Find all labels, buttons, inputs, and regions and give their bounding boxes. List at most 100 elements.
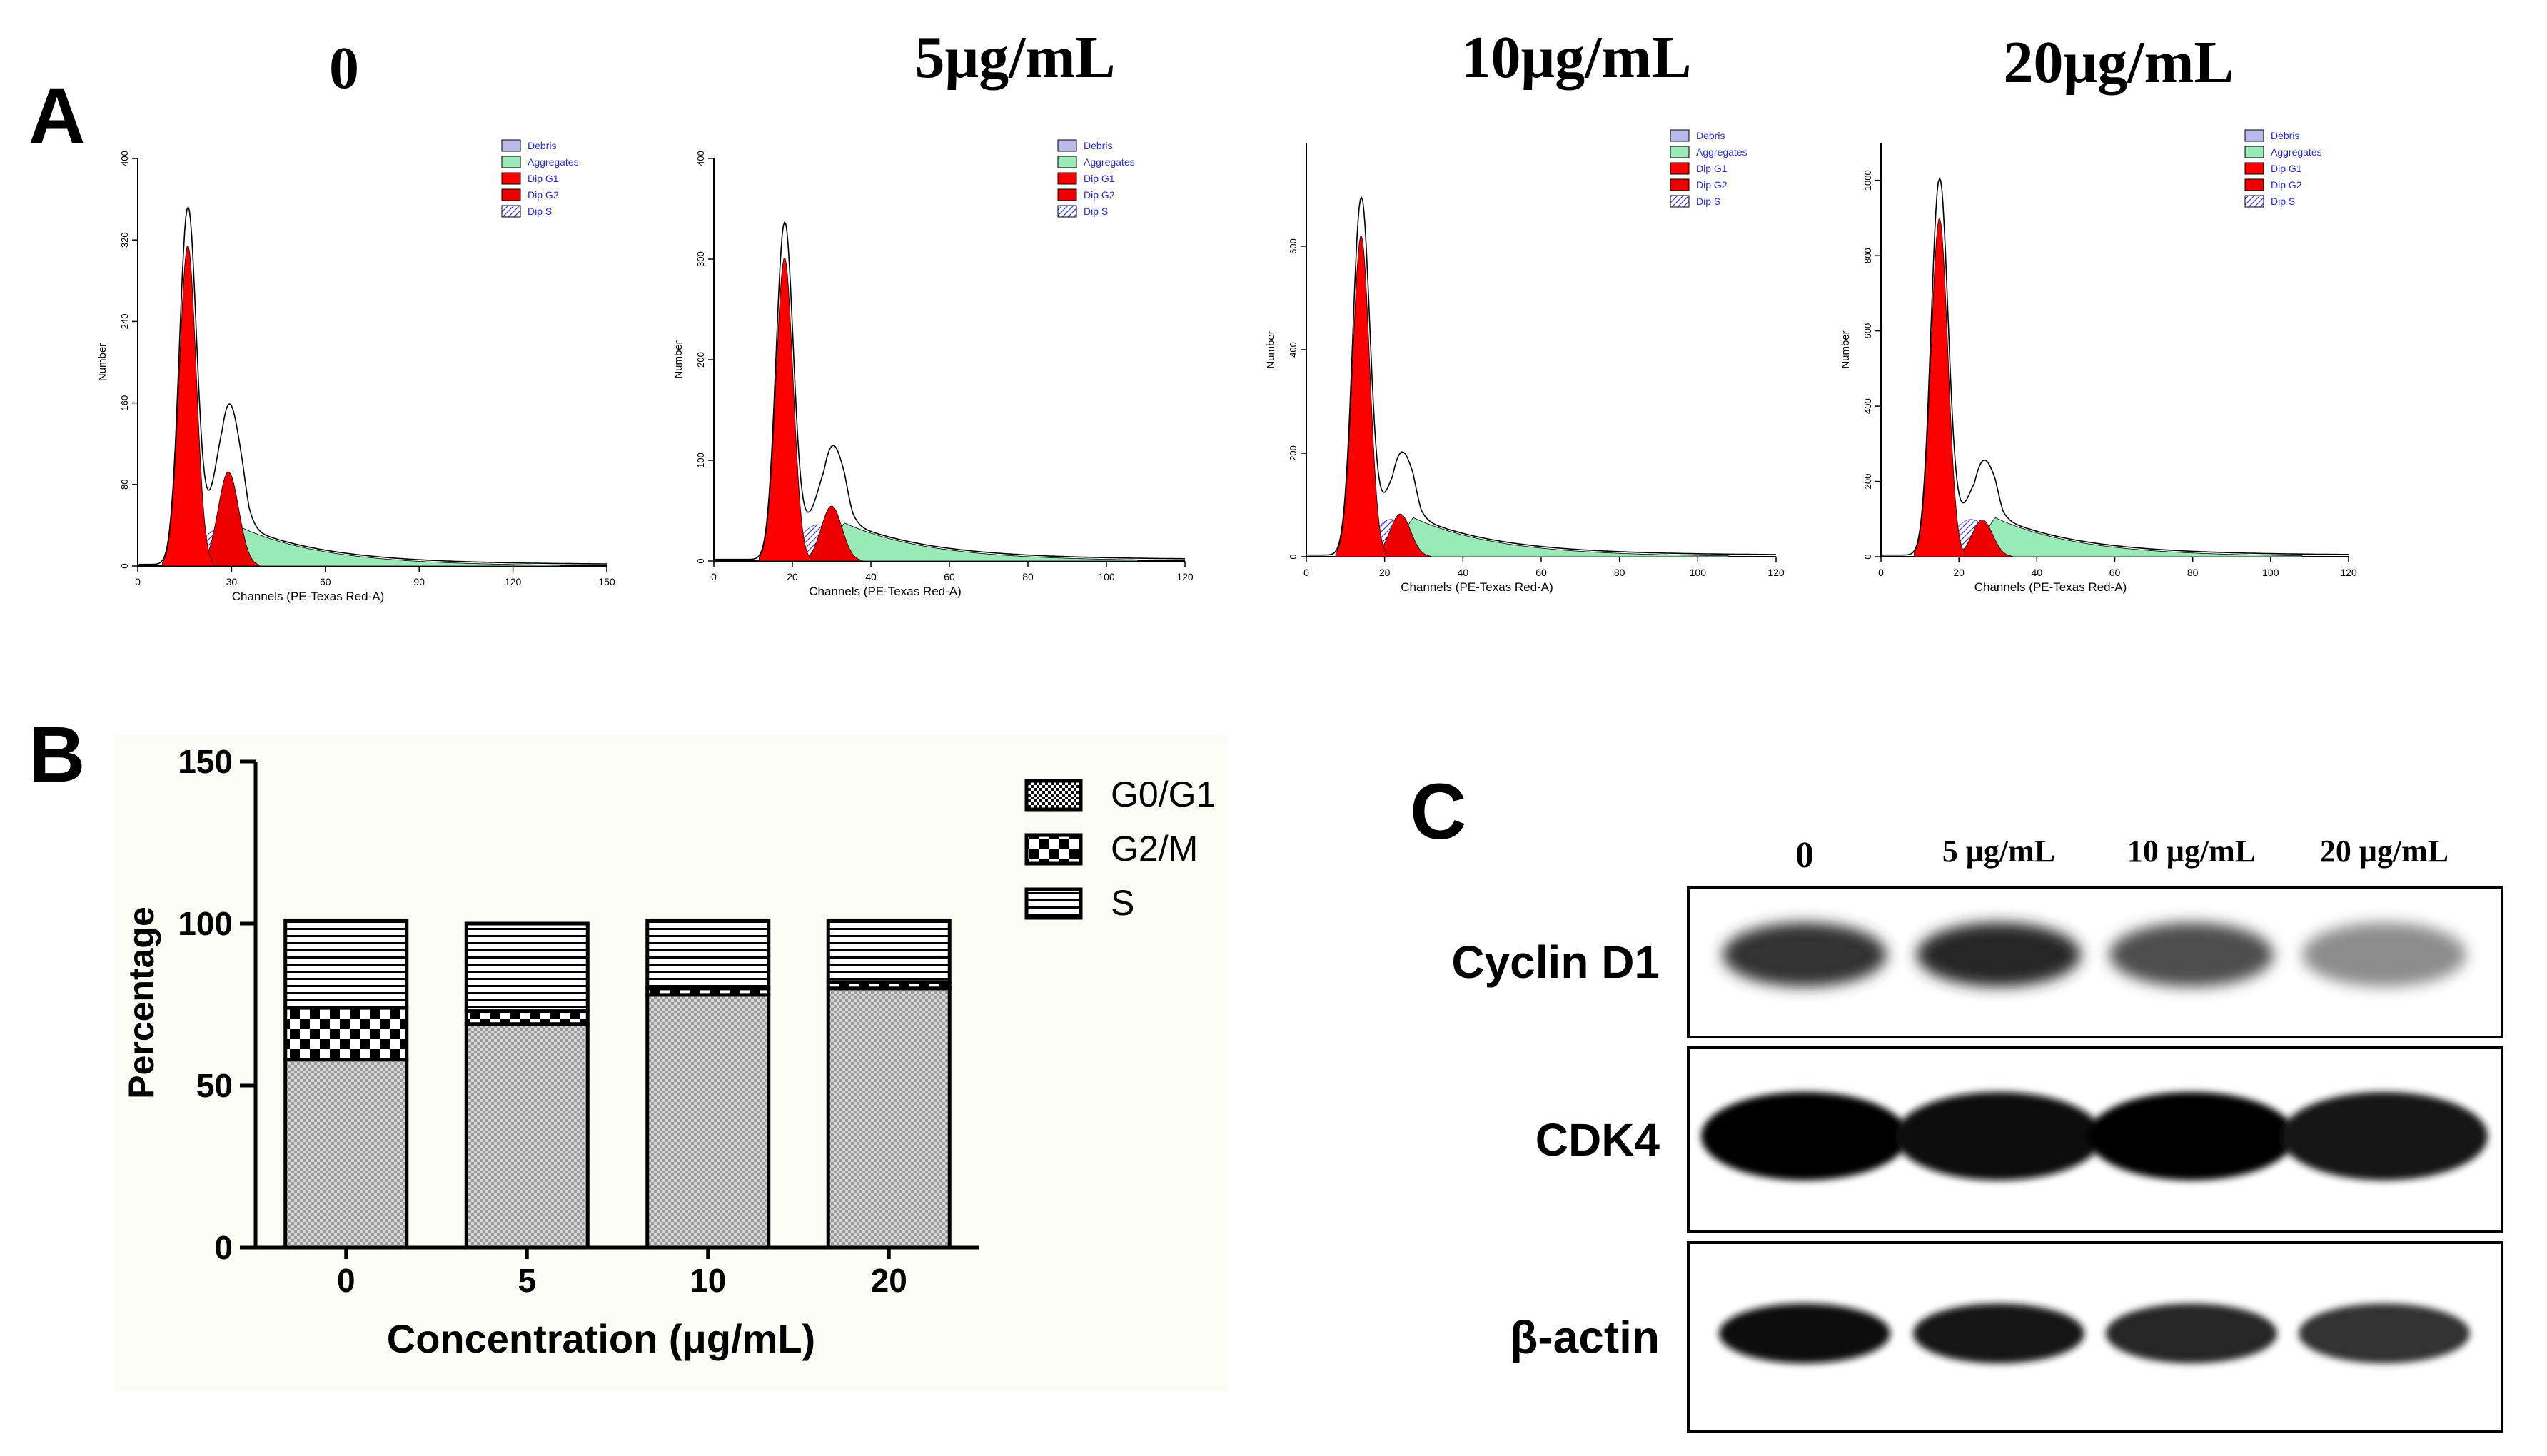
legend-swatch [501, 205, 521, 218]
y-tick-label: 160 [119, 395, 130, 411]
y-tick-label: 1000 [1862, 170, 1873, 191]
bar-segment-g0-g1 [645, 993, 771, 1250]
legend-swatch [1024, 779, 1083, 812]
x-tick-label: 100 [1098, 571, 1115, 582]
legend-label: Dip G1 [1084, 173, 1115, 184]
legend-label: Debris [528, 140, 556, 151]
y-axis-title: Number [96, 343, 109, 381]
x-tick-label: 5 [518, 1262, 536, 1299]
legend-swatch [1057, 156, 1077, 168]
blot-band [2106, 1303, 2277, 1364]
legend-label: Dip G2 [1696, 179, 1728, 191]
y-tick-label: 0 [1862, 554, 1873, 559]
histogram-title: 0 [329, 35, 359, 101]
y-tick-label: 100 [695, 453, 706, 468]
y-tick-label: 400 [695, 151, 706, 166]
legend-swatch [1670, 146, 1690, 158]
legend-swatch [1024, 887, 1083, 920]
histogram-envelope [138, 206, 607, 565]
dip-g1-peak [1335, 235, 1387, 557]
histogram-panel-20: 20μg/mL 0 20 40 60 80 100 120 0 200 400 600 800 1000… [1840, 29, 2357, 594]
aggregates-area [1391, 517, 1730, 557]
aggregates-area [823, 522, 1139, 562]
blot-column-label: 20 μg/mL [2320, 834, 2448, 869]
legend-swatch [1057, 188, 1077, 201]
blot-row-label: CDK4 [1535, 1114, 1660, 1166]
y-tick-label: 300 [695, 251, 706, 267]
legend-label: Dip G1 [1696, 163, 1728, 174]
panel-a-letter: A [29, 72, 85, 160]
x-tick-label: 0 [337, 1262, 355, 1299]
x-tick-label: 0 [1303, 567, 1309, 578]
x-tick-label: 90 [413, 576, 425, 587]
x-tick-label: 80 [2187, 567, 2199, 578]
bar-segment-g0-g1 [464, 1022, 590, 1250]
x-tick-label: 20 [1953, 567, 1965, 578]
blot-column-label: 10 μg/mL [2127, 834, 2256, 869]
bar-segment-s [283, 918, 409, 1010]
legend-swatch [1670, 195, 1690, 208]
x-tick-label: 0 [135, 576, 141, 587]
y-tick-label: 600 [1862, 323, 1873, 339]
legend-label: Dip G2 [1084, 189, 1115, 201]
legend-label: Aggregates [2271, 146, 2322, 158]
stacked-bar-chart: Percentage Concentration (μg/mL) 0 5 10 20 0… [114, 735, 1228, 1392]
y-tick-label: 0 [695, 558, 706, 563]
legend-swatch [1670, 129, 1690, 142]
bar-segment-g0-g1 [826, 986, 952, 1250]
dip-g2-peak [800, 505, 864, 562]
y-tick-label: 200 [695, 352, 706, 368]
y-tick-label: 200 [1862, 474, 1873, 490]
histogram-panel-10: 10μg/mL 0 20 40 60 80 100 120 0 200 400 600 Number C… [1265, 24, 1785, 594]
histogram-title: 10μg/mL [1461, 24, 1692, 91]
blot-band [1719, 1303, 1890, 1364]
x-tick-label: 40 [1458, 567, 1469, 578]
bar-segment-s [826, 918, 952, 984]
legend-swatch [1057, 205, 1077, 218]
legend-label: Dip G2 [528, 189, 559, 201]
dip-g1-peak [162, 245, 213, 567]
dip-g1-peak [1914, 218, 1965, 557]
legend-label: Debris [1084, 140, 1112, 151]
legend-swatch [2244, 146, 2264, 158]
x-axis-title: Channels (PE-Texas Red-A) [232, 590, 385, 603]
blot-band [2302, 922, 2466, 987]
legend-swatch [501, 188, 521, 201]
histogram-envelope [715, 221, 1185, 560]
blot-band [1701, 1091, 1908, 1181]
legend-label: Dip G1 [2271, 163, 2302, 174]
blot-band [2109, 922, 2274, 987]
x-tick-label: 120 [505, 576, 522, 587]
legend-label: S [1111, 883, 1134, 923]
legend-swatch [501, 172, 521, 185]
y-tick-label: 150 [178, 743, 233, 780]
blot-band [1917, 922, 2081, 987]
x-tick-label: 120 [1176, 571, 1194, 582]
x-tick-label: 40 [2032, 567, 2043, 578]
aggregates-area [1974, 517, 2302, 557]
y-tick-label: 320 [119, 232, 130, 248]
y-tick-label: 50 [196, 1067, 233, 1104]
y-tick-label: 0 [119, 563, 130, 568]
y-tick-label: 600 [1288, 238, 1298, 254]
bar-segment-s [645, 918, 771, 991]
bar-segment-g2-m [464, 1009, 590, 1026]
legend-label: Dip S [1084, 206, 1108, 217]
y-tick-label: 0 [214, 1229, 233, 1266]
legend-label: Aggregates [1696, 146, 1747, 158]
legend-label: Dip S [2271, 196, 2295, 207]
bar-segment-s [464, 921, 590, 1013]
legend-swatch [1057, 139, 1077, 152]
aggregates-area [221, 527, 560, 567]
legend-swatch [2244, 129, 2264, 142]
legend-label: Debris [2271, 130, 2299, 141]
blot-column-label: 0 [1795, 835, 1814, 876]
panel-c-letter: C [1410, 768, 1466, 856]
legend-label: Dip G1 [528, 173, 559, 184]
y-tick-label: 80 [119, 480, 130, 490]
bar-segment-g0-g1 [283, 1058, 409, 1250]
histogram-title: 5μg/mL [915, 24, 1116, 91]
legend-swatch [501, 139, 521, 152]
legend-swatch [1024, 833, 1083, 866]
